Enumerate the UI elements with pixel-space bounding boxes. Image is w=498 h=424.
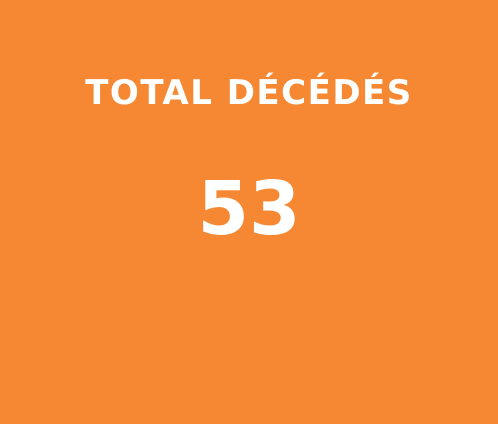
stat-value: 53 bbox=[197, 166, 301, 252]
stat-label: TOTAL DÉCÉDÉS bbox=[85, 73, 413, 113]
